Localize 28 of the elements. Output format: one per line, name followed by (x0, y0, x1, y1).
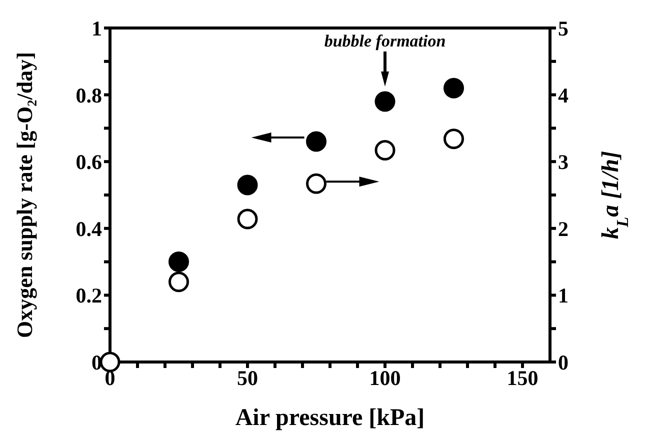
annotation: bubble formation (324, 31, 446, 50)
y2-tick-label: 2 (558, 216, 568, 241)
point (444, 128, 464, 150)
x-axis-title: Air pressure [kPa] (235, 405, 425, 431)
y-tick-label: 0.6 (76, 150, 102, 174)
y2-tick-label: 5 (558, 16, 568, 40)
point (306, 131, 326, 152)
y-axis-title: Oxygen supply rate [g-O₂/day] (12, 52, 37, 338)
point (374, 140, 396, 160)
point (237, 208, 258, 230)
y2-tick-label: 1 (558, 284, 568, 308)
y2-tick-label: 0 (558, 350, 568, 374)
x-tick-label: 50 (237, 366, 258, 390)
x-tick-label: 150 (506, 366, 538, 390)
point (237, 174, 258, 196)
y-tick-label: 0.2 (76, 284, 102, 308)
y2-tick-label: 4 (558, 83, 569, 108)
x-tick-label: 100 (369, 366, 401, 390)
y-tick-label: 0.4 (76, 216, 102, 241)
y2-tick-label: 3 (558, 150, 568, 174)
point (168, 252, 189, 272)
point (306, 173, 326, 194)
point (444, 78, 464, 98)
y-tick-label: 1 (92, 16, 102, 40)
point (100, 352, 120, 372)
point (374, 91, 396, 112)
point (168, 272, 189, 292)
y-tick-label: 0.8 (76, 83, 102, 108)
